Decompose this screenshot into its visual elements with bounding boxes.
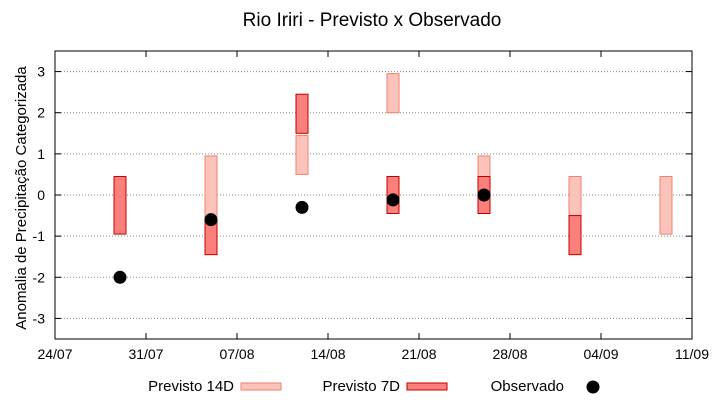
x-tick-label: 07/08 (219, 346, 254, 362)
x-tick-label: 04/09 (583, 346, 618, 362)
bar-previsto-7d (113, 175, 127, 235)
bar-previsto-7d (568, 215, 582, 256)
grid (55, 71, 692, 319)
legend: Previsto 14D Previsto 7D Observado (148, 378, 600, 395)
y-tick-label: 0 (37, 187, 45, 203)
y-tick-label: 2 (37, 105, 45, 121)
y-axis-label: Anomalia de Precipitação Categorizada (13, 66, 30, 330)
point-observado (386, 193, 400, 207)
y-tick-label: -2 (33, 269, 46, 285)
point-observado (113, 270, 127, 284)
chart-title: Rio Iriri - Previsto x Observado (243, 10, 502, 31)
legend-label-3: Observado (491, 378, 564, 395)
legend-label-1: Previsto 14D (148, 378, 234, 395)
x-tick-label: 11/09 (675, 346, 709, 362)
bar-previsto-14d (386, 73, 400, 114)
bar-previsto-14d (568, 175, 582, 217)
x-tick-label: 28/08 (492, 346, 527, 362)
x-tick-label: 31/07 (128, 346, 163, 362)
observed-points (113, 188, 491, 284)
point-observado (204, 213, 218, 227)
legend-swatch-1 (240, 382, 282, 391)
y-tick-label: -3 (33, 310, 46, 326)
y-axis-ticks: 3 2 1 0 -1 -2 -3 (33, 64, 692, 326)
x-axis-ticks: 24/07 31/07 07/08 14/08 21/08 28/08 04/09 11/09 (37, 51, 709, 362)
x-tick-label: 14/08 (310, 346, 345, 362)
point-observado (477, 188, 491, 202)
bar-previsto-7d (295, 93, 309, 134)
bar-previsto-14d (295, 134, 309, 175)
y-tick-label: 3 (37, 64, 45, 80)
legend-swatch-2 (406, 382, 448, 391)
legend-label-2: Previsto 7D (322, 378, 400, 395)
y-tick-label: 1 (37, 146, 45, 162)
legend-swatch-3 (586, 380, 600, 394)
x-tick-label: 21/08 (401, 346, 436, 362)
point-observado (295, 200, 309, 214)
y-tick-label: -1 (33, 228, 46, 244)
x-tick-label: 24/07 (37, 346, 72, 362)
bar-previsto-14d (659, 175, 673, 235)
